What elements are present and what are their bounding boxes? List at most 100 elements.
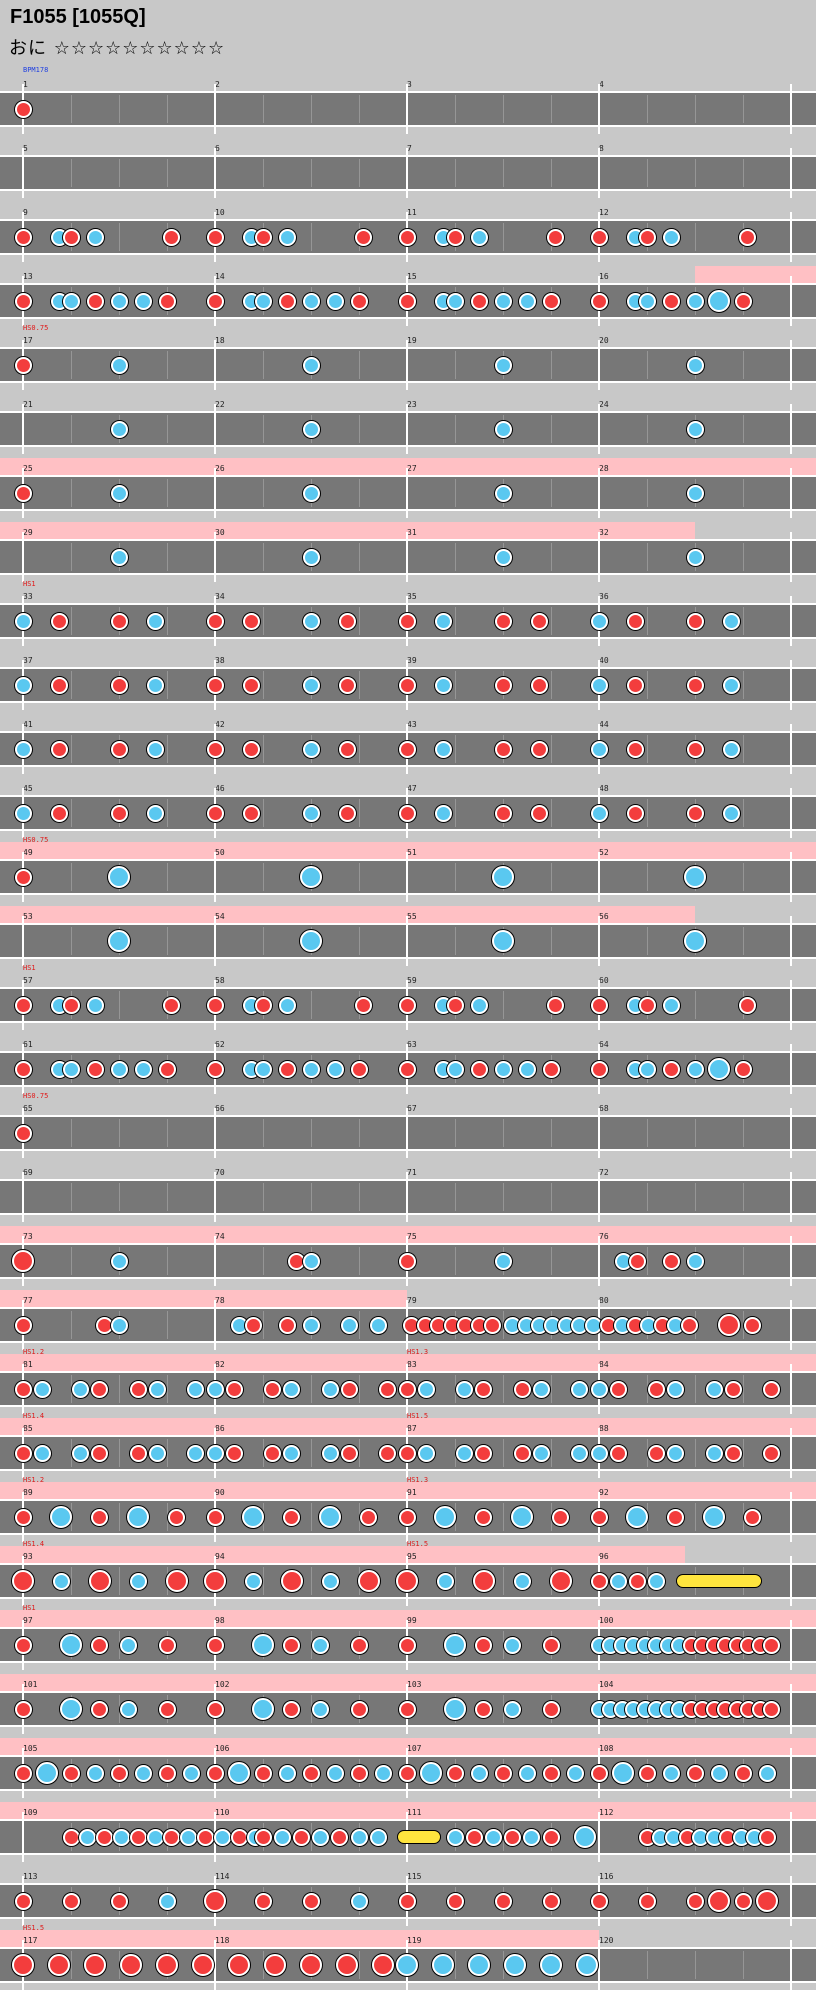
don-note (398, 676, 416, 694)
bar-line (214, 1940, 216, 1990)
measure-number: 21 (23, 400, 33, 409)
don-note (158, 292, 176, 310)
measure-number: 17 (23, 336, 33, 345)
don-note (504, 1828, 522, 1846)
ka-note (72, 1380, 90, 1398)
ka-note (703, 1506, 726, 1528)
ka-note (708, 1058, 730, 1080)
measure-number: 35 (407, 592, 417, 601)
ka-note (187, 1444, 205, 1462)
chart-row: 105 106 107 108 (0, 1732, 816, 1798)
measure-number: 89 (23, 1488, 33, 1497)
ka-note (127, 1506, 150, 1528)
bar-line (790, 1940, 792, 1990)
ka-note (667, 1380, 685, 1398)
ka-note (444, 1634, 466, 1656)
measure-number: 62 (215, 1040, 225, 1049)
ka-note (228, 1762, 250, 1784)
chart-annotation: HS1.2 (23, 1348, 45, 1356)
ka-note (302, 1252, 320, 1270)
measure-number: 112 (599, 1808, 614, 1817)
chart-row: HS1.5 117 118 119 120 (0, 1924, 816, 1990)
ka-note (504, 1700, 522, 1718)
don-note (338, 612, 356, 630)
bar-line (22, 532, 24, 582)
don-note (686, 612, 704, 630)
don-note (242, 676, 260, 694)
don-note (626, 612, 644, 630)
measure-number: 76 (599, 1232, 609, 1241)
ka-note (108, 930, 130, 952)
chart-row: HS1 57 58 59 60 (0, 964, 816, 1030)
chart-annotation: BPM178 (23, 66, 49, 74)
note-lane (0, 1748, 816, 1798)
measure-number: 56 (599, 912, 609, 921)
ka-note (504, 1636, 522, 1654)
ka-note (134, 292, 152, 310)
don-note (206, 228, 224, 246)
don-note (264, 1444, 282, 1462)
ka-note (638, 292, 656, 310)
bar-line (22, 404, 24, 454)
ka-note (513, 1572, 531, 1590)
don-note (530, 804, 548, 822)
don-note (163, 996, 181, 1014)
don-note (398, 228, 416, 246)
bar-line (598, 532, 600, 582)
ka-note (492, 866, 514, 888)
measure-number: 120 (599, 1936, 614, 1945)
don-note (475, 1700, 493, 1718)
ka-note (182, 1764, 200, 1782)
ka-note (278, 996, 296, 1014)
don-note (475, 1380, 493, 1398)
ka-note (300, 930, 322, 952)
don-note (542, 1892, 560, 1910)
don-note (686, 804, 704, 822)
don-note (110, 1764, 128, 1782)
bar-line (790, 724, 792, 774)
don-note (628, 1572, 646, 1590)
bar-line (790, 1876, 792, 1926)
ka-note (686, 292, 704, 310)
measure-number: 118 (215, 1936, 230, 1945)
don-note (475, 1508, 493, 1526)
measure-number: 87 (407, 1424, 417, 1433)
measure-number: 113 (23, 1872, 38, 1881)
don-note (62, 1828, 80, 1846)
don-note (62, 996, 80, 1014)
note-lane (0, 852, 816, 902)
don-note (14, 1892, 32, 1910)
scroll-speed-band (695, 266, 816, 286)
don-note (158, 1700, 176, 1718)
chart-annotation: HS1 (23, 580, 36, 588)
don-note (667, 1508, 685, 1526)
ka-note (278, 228, 296, 246)
don-note (542, 1828, 560, 1846)
don-note (230, 1828, 248, 1846)
don-note (398, 740, 416, 758)
don-note (609, 1444, 627, 1462)
don-note (242, 804, 260, 822)
ka-note (252, 1634, 274, 1656)
bar-line (214, 148, 216, 198)
bar-line (790, 404, 792, 454)
bar-line (790, 212, 792, 262)
don-note (14, 1508, 32, 1526)
don-note (398, 292, 416, 310)
measure-number: 117 (23, 1936, 38, 1945)
measure-number: 15 (407, 272, 417, 281)
don-note (283, 1636, 301, 1654)
don-note (542, 292, 560, 310)
scroll-speed-band (0, 1930, 599, 1950)
ka-note (350, 1892, 368, 1910)
don-note (206, 804, 224, 822)
don-note (96, 1828, 114, 1846)
don-note (242, 740, 260, 758)
measure-number: 74 (215, 1232, 225, 1241)
measure-number: 44 (599, 720, 609, 729)
don-note (129, 1828, 147, 1846)
bar-line (214, 340, 216, 390)
measure-number: 64 (599, 1040, 609, 1049)
don-note (14, 228, 32, 246)
don-note (590, 996, 608, 1014)
